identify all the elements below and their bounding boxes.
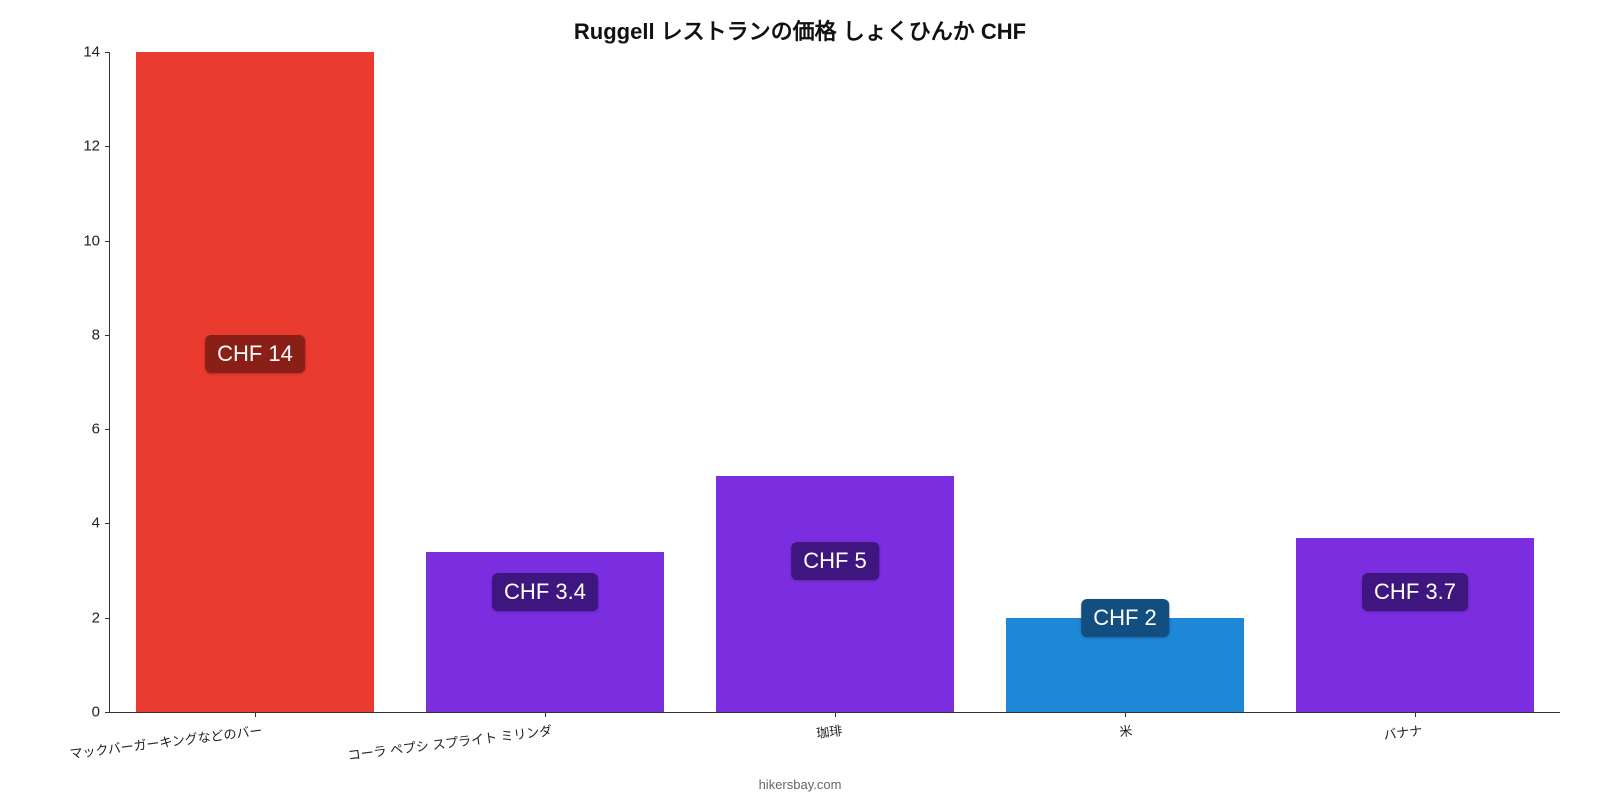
chart-title: Ruggell レストランの価格 しょくひんか CHF [0,0,1600,46]
y-tick-label: 6 [92,421,110,438]
attribution-text: hikersbay.com [0,777,1600,792]
bar [136,52,374,712]
x-tick-mark [1125,712,1126,717]
y-tick-label: 14 [83,44,110,61]
bar [1296,538,1534,712]
y-tick-label: 4 [92,515,110,532]
value-badge: CHF 14 [205,335,305,373]
y-tick-label: 2 [92,609,110,626]
x-axis-label: 珈琲 [815,720,843,742]
x-tick-mark [255,712,256,717]
value-badge: CHF 3.7 [1362,573,1468,611]
value-badge: CHF 5 [791,542,879,580]
value-badge: CHF 2 [1081,599,1169,637]
x-tick-mark [835,712,836,717]
plot-area: 02468101214マックバーガーキングなどのバーCHF 14コーラ ペプシ … [110,52,1560,712]
y-tick-label: 12 [83,138,110,155]
y-tick-label: 10 [83,232,110,249]
x-axis-label: コーラ ペプシ スプライト ミリンダ [347,720,554,764]
x-tick-mark [1415,712,1416,717]
x-tick-mark [545,712,546,717]
y-tick-label: 8 [92,326,110,343]
bar [716,476,954,712]
x-axis-label: マックバーガーキングなどのバー [68,720,263,762]
x-axis-label: バナナ [1382,720,1423,744]
x-axis-label: 米 [1118,720,1133,740]
y-tick-label: 0 [92,704,110,721]
value-badge: CHF 3.4 [492,573,598,611]
